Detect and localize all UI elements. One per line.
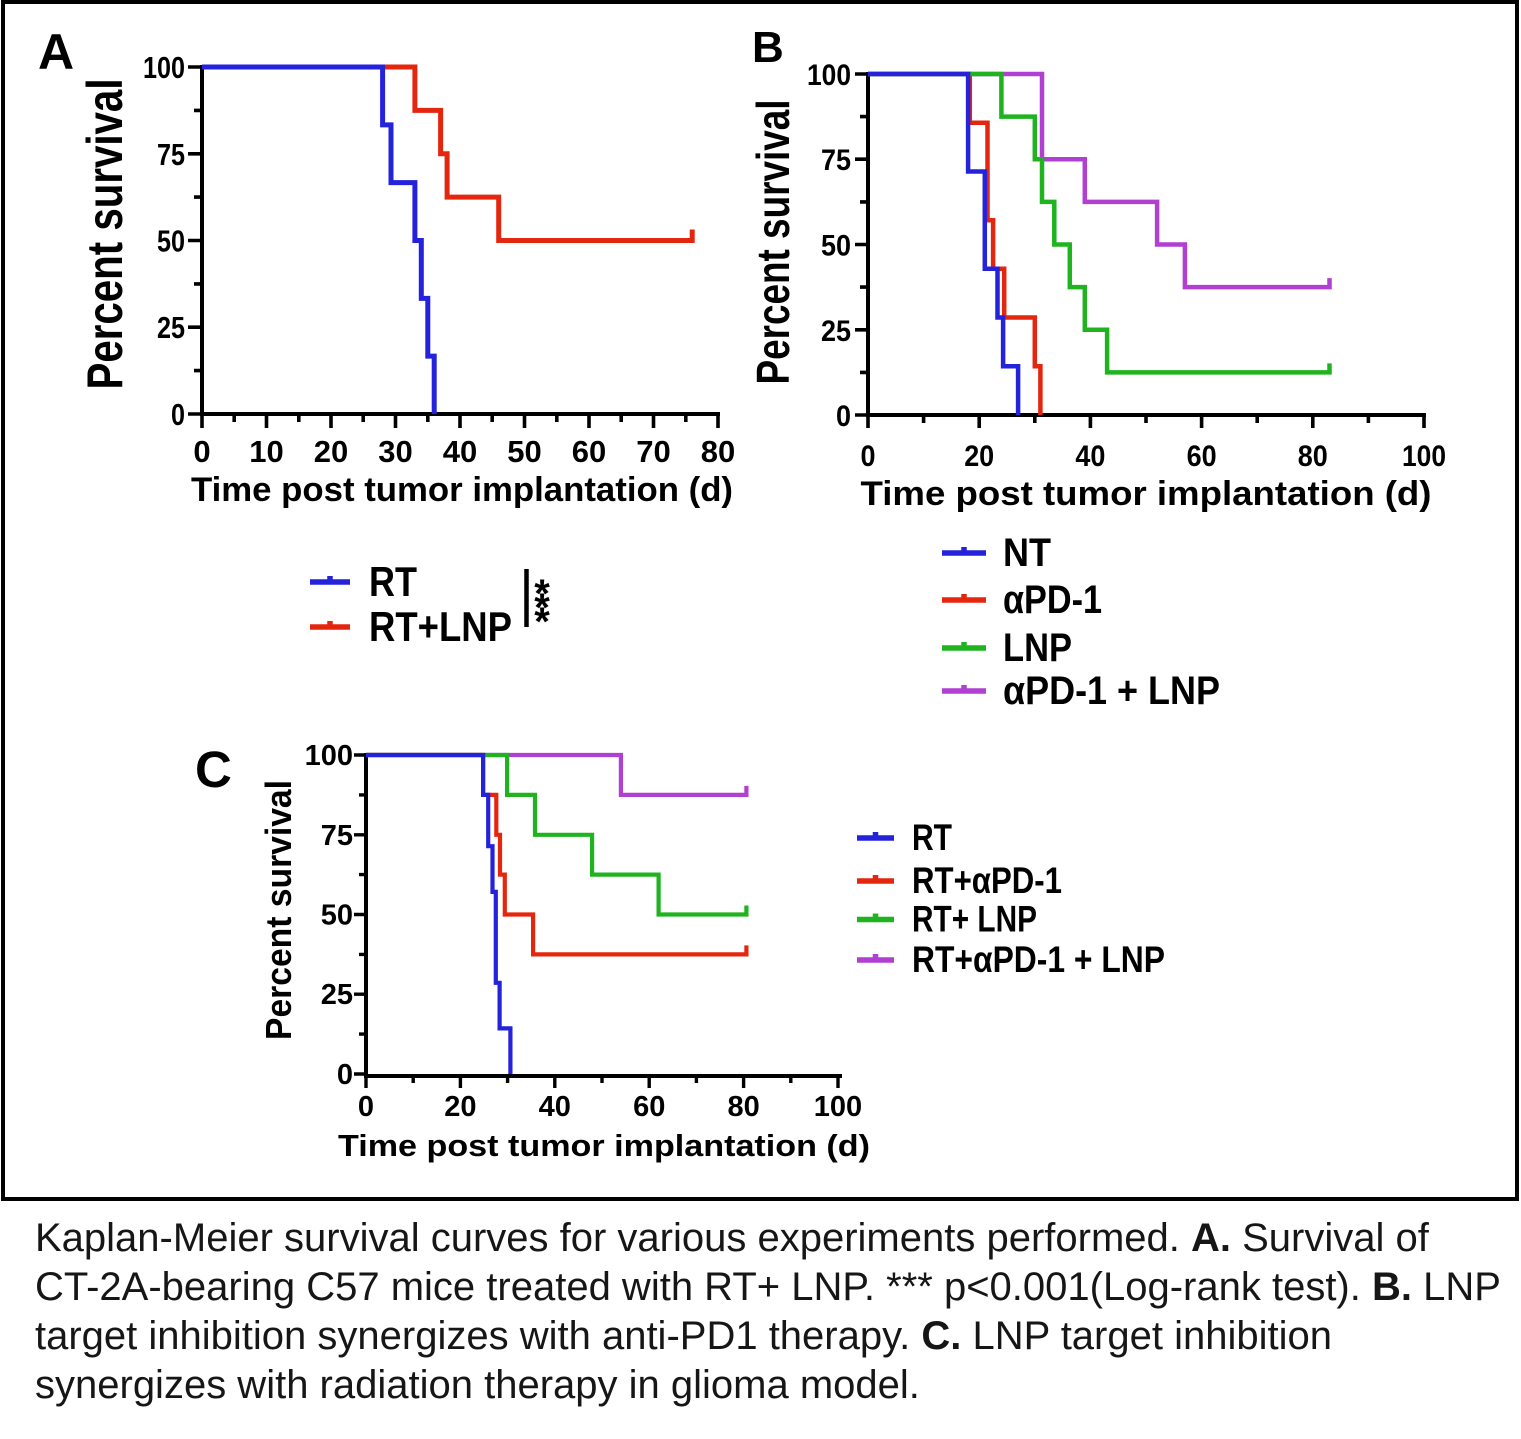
svg-text:20: 20 [444,1091,476,1123]
svg-text:100: 100 [807,59,851,92]
svg-text:RT: RT [912,817,952,858]
svg-text:0: 0 [171,397,185,432]
svg-text:Percent survival: Percent survival [258,780,299,1040]
svg-text:B: B [752,23,784,72]
svg-text:100: 100 [143,50,185,85]
svg-text:0: 0 [836,400,851,433]
svg-text:100: 100 [1402,440,1446,473]
svg-text:100: 100 [305,740,353,772]
svg-text:0: 0 [337,1059,353,1091]
svg-text:80: 80 [727,1091,759,1123]
svg-text:75: 75 [321,820,353,852]
svg-text:60: 60 [633,1091,665,1123]
svg-text:LNP: LNP [1003,626,1072,670]
svg-text:Time post tumor implantation (: Time post tumor implantation (d) [861,475,1432,513]
svg-text:0: 0 [358,1091,374,1123]
svg-text:40: 40 [1075,440,1105,473]
svg-text:60: 60 [572,434,606,469]
svg-text:80: 80 [701,434,735,469]
svg-text:A: A [38,24,74,80]
svg-text:60: 60 [1187,440,1217,473]
svg-text:25: 25 [157,310,185,345]
svg-text:*: * [534,600,550,644]
svg-text:RT+ LNP: RT+ LNP [912,899,1037,940]
svg-text:C: C [195,741,232,798]
svg-text:αPD-1: αPD-1 [1003,578,1102,622]
svg-text:Percent survival: Percent survival [77,79,133,390]
svg-text:40: 40 [539,1091,571,1123]
svg-text:0: 0 [193,434,210,469]
svg-text:*: * [534,572,550,616]
svg-text:100: 100 [814,1091,862,1123]
svg-text:RT+αPD-1: RT+αPD-1 [912,860,1062,901]
svg-text:NT: NT [1003,531,1051,575]
svg-text:75: 75 [157,137,185,172]
svg-text:50: 50 [321,900,353,932]
svg-text:50: 50 [507,434,541,469]
svg-text:*: * [534,586,550,630]
svg-text:50: 50 [157,224,185,259]
svg-text:25: 25 [321,979,353,1011]
svg-text:30: 30 [378,434,412,469]
svg-text:75: 75 [821,144,851,177]
svg-text:RT+LNP: RT+LNP [369,603,512,650]
svg-text:20: 20 [964,440,994,473]
svg-text:RT+αPD-1 + LNP: RT+αPD-1 + LNP [912,939,1165,980]
svg-text:Time post tumor implantation (: Time post tumor implantation (d) [191,471,733,509]
svg-text:10: 10 [249,434,283,469]
svg-text:80: 80 [1298,440,1328,473]
svg-text:50: 50 [821,230,851,263]
svg-text:Time post tumor implantation (: Time post tumor implantation (d) [338,1128,870,1163]
svg-text:RT: RT [369,558,417,605]
svg-text:20: 20 [314,434,348,469]
svg-text:0: 0 [861,440,876,473]
svg-text:Percent survival: Percent survival [747,100,799,385]
svg-text:70: 70 [636,434,670,469]
svg-text:αPD-1 + LNP: αPD-1 + LNP [1003,669,1220,713]
svg-text:40: 40 [443,434,477,469]
svg-text:25: 25 [821,315,851,348]
